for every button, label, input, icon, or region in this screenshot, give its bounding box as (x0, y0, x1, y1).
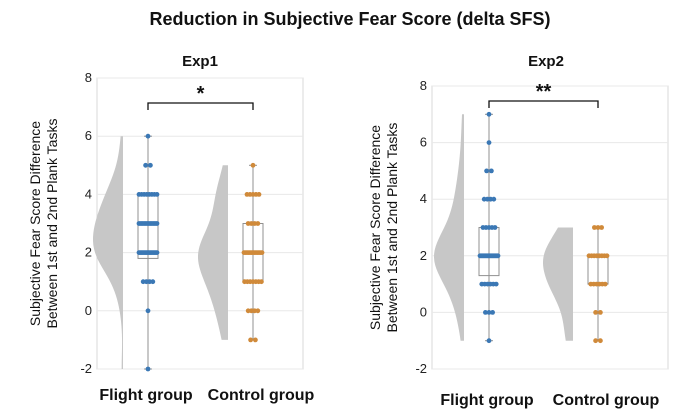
x-category-label: Flight group (99, 387, 193, 404)
data-point (145, 366, 151, 372)
data-point (486, 310, 492, 315)
data-point (593, 310, 598, 315)
data-point (593, 338, 598, 344)
data-point (248, 337, 254, 343)
data-point (148, 162, 153, 168)
half-violin (198, 165, 228, 340)
data-point (489, 168, 494, 174)
y-tick-label: 4 (85, 186, 92, 201)
data-point (483, 310, 488, 315)
plot-frame (431, 85, 669, 370)
x-category-label: Control group (208, 387, 315, 404)
significance-bracket (147, 102, 254, 110)
data-point (486, 338, 492, 344)
data-point (493, 281, 499, 287)
data-point (486, 111, 492, 117)
significance-marker: * (197, 83, 205, 105)
data-point (154, 250, 160, 256)
data-point (486, 140, 492, 146)
data-point (259, 250, 265, 256)
data-point (592, 225, 597, 230)
data-point (598, 310, 603, 315)
y-tick-label: 8 (85, 70, 92, 85)
y-tick-label: 8 (420, 78, 427, 93)
data-point (253, 337, 258, 343)
y-axis-label: Between 1st and 2nd Plank Tasks (384, 123, 400, 333)
y-tick-label: 0 (85, 303, 92, 318)
y-axis-label: Between 1st and 2nd Plank Tasks (44, 119, 60, 329)
data-point (143, 162, 149, 168)
y-tick-label: 6 (420, 135, 427, 150)
y-tick-label: 4 (420, 191, 427, 206)
data-point (259, 279, 264, 285)
half-violin (434, 114, 464, 341)
data-point (595, 225, 601, 230)
data-point (598, 338, 603, 344)
half-violin (543, 227, 573, 341)
data-point (256, 192, 262, 197)
data-point (150, 279, 156, 285)
significance-bracket (488, 100, 599, 108)
y-tick-label: 2 (85, 245, 92, 260)
data-point (495, 253, 501, 259)
data-point (145, 133, 151, 139)
y-axis-label: Subjective Fear Score Difference (367, 125, 383, 330)
y-tick-label: -2 (80, 361, 92, 376)
data-point (599, 225, 604, 230)
data-point (490, 310, 495, 315)
data-point (492, 225, 498, 230)
y-tick-label: -2 (415, 361, 427, 376)
plot-frame (96, 77, 304, 370)
data-point (154, 192, 160, 197)
y-tick-label: 0 (420, 304, 427, 319)
data-point (145, 308, 151, 314)
panel-title: Exp2 (528, 53, 564, 70)
half-violin (93, 136, 123, 369)
chart-main-title: Reduction in Subjective Fear Score (delt… (149, 9, 551, 29)
data-point (255, 221, 261, 226)
data-point (154, 221, 160, 226)
y-axis-label: Subjective Fear Score Difference (27, 121, 43, 326)
data-point (250, 162, 256, 168)
y-tick-label: 2 (420, 248, 427, 263)
x-category-label: Control group (553, 392, 660, 409)
y-tick-label: 6 (85, 128, 92, 143)
data-point (491, 196, 497, 202)
data-point (604, 253, 610, 259)
x-category-label: Flight group (440, 392, 534, 409)
data-point (484, 168, 489, 174)
significance-marker: ** (536, 81, 552, 103)
data-point (255, 308, 261, 314)
panel-title: Exp1 (182, 53, 218, 70)
data-point (602, 281, 608, 287)
